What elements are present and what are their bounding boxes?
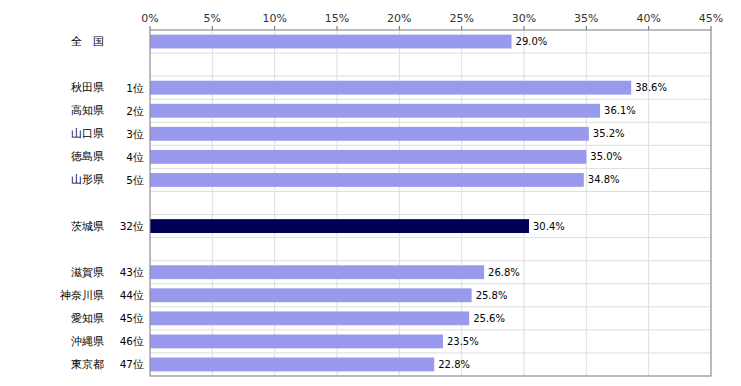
bar xyxy=(150,288,472,302)
category-label: 全 国 xyxy=(71,35,104,48)
category-label: 秋田県 xyxy=(71,81,104,94)
row-separator xyxy=(150,214,711,215)
rank-label: 47位 xyxy=(120,358,144,370)
category-label: 沖縄県 xyxy=(71,335,104,348)
row-separator xyxy=(150,145,711,146)
tick-label: 20% xyxy=(387,12,411,25)
row-separator xyxy=(150,352,711,353)
rank-label: 3位 xyxy=(126,128,144,140)
data-label: 35.2% xyxy=(593,128,625,139)
category-label: 滋賀県 xyxy=(71,266,104,279)
grid xyxy=(150,30,711,376)
row-separator xyxy=(150,191,711,192)
tick-mark xyxy=(461,26,462,30)
data-label: 34.8% xyxy=(588,174,620,185)
rank-label: 4位 xyxy=(126,151,144,163)
bar xyxy=(150,334,443,348)
rank-label: 46位 xyxy=(120,335,144,347)
data-label: 29.0% xyxy=(516,36,548,47)
tick-mark xyxy=(648,26,649,30)
tick-mark xyxy=(150,26,151,30)
rank-label: 2位 xyxy=(126,105,144,117)
row-separator xyxy=(150,260,711,261)
row-separator xyxy=(150,99,711,100)
tick-label: 40% xyxy=(636,12,660,25)
data-label: 25.8% xyxy=(476,290,508,301)
row-separator xyxy=(150,283,711,284)
data-label: 23.5% xyxy=(447,336,479,347)
category-label: 山形県 xyxy=(71,173,104,186)
data-label: 36.1% xyxy=(604,105,636,116)
category-label: 山口県 xyxy=(71,127,104,140)
category-label: 高知県 xyxy=(71,104,104,117)
tick-mark xyxy=(524,26,525,30)
rank-label: 5位 xyxy=(126,174,144,186)
row-separator xyxy=(150,53,711,54)
tick-mark xyxy=(711,26,712,30)
row-separator xyxy=(150,168,711,169)
category-label: 神奈川県 xyxy=(60,289,104,302)
bar xyxy=(150,358,434,372)
bar xyxy=(150,127,589,141)
tick-label: 35% xyxy=(574,12,598,25)
data-label: 38.6% xyxy=(635,82,667,93)
tick-label: 25% xyxy=(449,12,473,25)
row-separator xyxy=(150,76,711,77)
row-separator xyxy=(150,306,711,307)
category-label: 徳島県 xyxy=(71,150,104,163)
tick-label: 30% xyxy=(512,12,536,25)
chart: 0% 5% 10% 15% 20% 25% 30% 35% 40% 45% 29.0% 全 国 38.6… xyxy=(0,0,741,386)
category-label: 愛知県 xyxy=(71,312,104,325)
row-separator xyxy=(150,329,711,330)
rank-label: 44位 xyxy=(120,289,144,301)
bar xyxy=(150,150,586,164)
labels: 29.0% 全 国 38.6% 秋田県 1位 36.1% 高知県 2位 35.2% 山口県 3位 35… xyxy=(60,35,667,371)
category-label: 東京都 xyxy=(71,358,104,371)
bar xyxy=(150,81,631,95)
plot-frame xyxy=(150,30,711,376)
row-separator xyxy=(150,122,711,123)
rank-label: 45位 xyxy=(120,312,144,324)
bar xyxy=(150,265,484,279)
data-label: 25.6% xyxy=(473,313,505,324)
tick-mark xyxy=(586,26,587,30)
bars xyxy=(150,35,631,372)
tick-mark xyxy=(337,26,338,30)
tick-label: 5% xyxy=(204,12,221,25)
bar xyxy=(150,219,529,233)
tick-label: 0% xyxy=(141,12,158,25)
tick-mark xyxy=(274,26,275,30)
rank-label: 43位 xyxy=(120,266,144,278)
bar xyxy=(150,173,584,187)
row-separator xyxy=(150,237,711,238)
bar xyxy=(150,104,600,118)
tick-mark xyxy=(212,26,213,30)
tick-label: 15% xyxy=(325,12,349,25)
data-label: 22.8% xyxy=(438,359,470,370)
rank-label: 32位 xyxy=(120,220,144,232)
tick-label: 45% xyxy=(699,12,723,25)
bar xyxy=(150,35,512,49)
data-label: 30.4% xyxy=(533,221,565,232)
rank-label: 1位 xyxy=(126,82,144,94)
tick-label: 10% xyxy=(262,12,286,25)
data-label: 26.8% xyxy=(488,267,520,278)
category-label: 茨城県 xyxy=(71,220,104,233)
tick-mark xyxy=(399,26,400,30)
bar xyxy=(150,311,469,325)
data-label: 35.0% xyxy=(590,151,622,162)
plot-background xyxy=(150,30,711,376)
